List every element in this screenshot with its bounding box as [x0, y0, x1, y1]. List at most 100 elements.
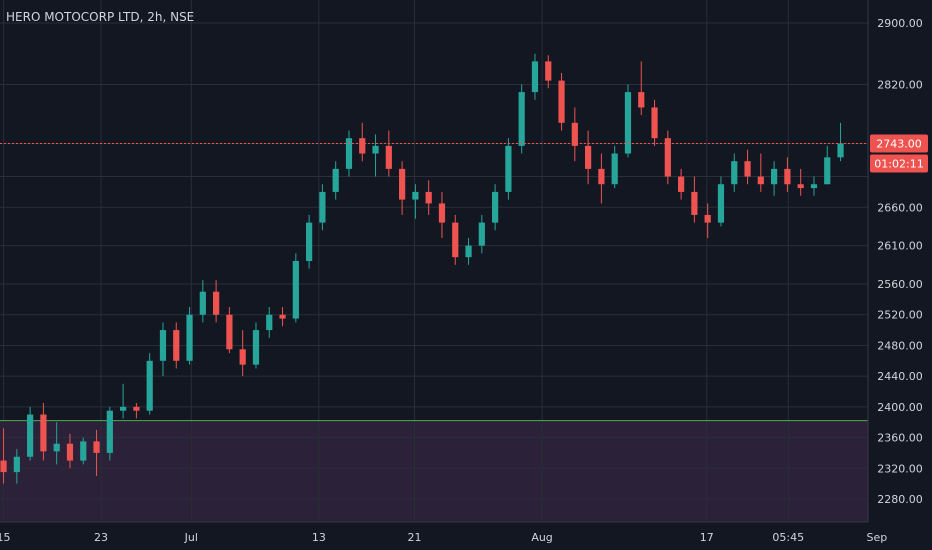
candle[interactable] — [704, 203, 711, 238]
candle-body — [372, 145, 379, 154]
candle[interactable] — [518, 84, 525, 154]
candle[interactable] — [611, 145, 618, 189]
candle[interactable] — [292, 253, 299, 323]
candle-body — [199, 291, 206, 315]
candle[interactable] — [624, 84, 632, 158]
candle[interactable] — [332, 161, 339, 200]
candle[interactable] — [731, 153, 738, 192]
candles[interactable] — [0, 53, 844, 484]
candle[interactable] — [133, 403, 140, 419]
candle-body — [624, 92, 632, 154]
candle-body — [345, 138, 353, 169]
candle-body — [598, 168, 605, 185]
candle-body — [173, 330, 180, 361]
price-axis[interactable] — [868, 0, 932, 522]
candle[interactable] — [545, 55, 552, 89]
candle-body — [797, 184, 804, 189]
candle[interactable] — [239, 330, 246, 377]
candle[interactable] — [784, 157, 791, 192]
candle[interactable] — [93, 429, 100, 476]
candle[interactable] — [585, 130, 592, 185]
candle-body — [704, 214, 711, 223]
candle[interactable] — [252, 322, 260, 369]
candle[interactable] — [492, 184, 499, 231]
candle[interactable] — [452, 214, 459, 265]
candle[interactable] — [106, 406, 113, 461]
candle[interactable] — [465, 237, 472, 265]
candle[interactable] — [306, 214, 313, 269]
candle[interactable] — [744, 149, 751, 185]
candle[interactable] — [66, 433, 74, 469]
candle[interactable] — [359, 122, 366, 162]
candle[interactable] — [146, 353, 153, 415]
candle[interactable] — [372, 134, 379, 177]
candle-body — [266, 314, 273, 331]
candle-body — [757, 176, 764, 185]
candle[interactable] — [598, 153, 605, 204]
candle-body — [226, 314, 233, 350]
candle[interactable] — [531, 53, 539, 100]
candle[interactable] — [797, 168, 804, 196]
candle-body — [438, 203, 446, 223]
candle[interactable] — [810, 176, 818, 196]
candle[interactable] — [40, 403, 47, 461]
candle[interactable] — [438, 191, 446, 238]
candle[interactable] — [412, 184, 419, 219]
candle[interactable] — [478, 214, 485, 254]
candle[interactable] — [651, 99, 658, 146]
candle-body — [518, 92, 525, 146]
candle[interactable] — [664, 130, 671, 185]
candle[interactable] — [757, 153, 764, 192]
candle[interactable] — [120, 383, 127, 419]
candle-body — [664, 138, 671, 177]
candle[interactable] — [399, 161, 406, 215]
candle-body — [837, 143, 844, 158]
candle[interactable] — [771, 161, 778, 196]
candle-body — [80, 441, 87, 461]
candle[interactable] — [27, 406, 34, 461]
candle-body — [252, 330, 260, 365]
candle[interactable] — [319, 184, 326, 231]
candle[interactable] — [558, 72, 565, 131]
candle[interactable] — [425, 180, 432, 215]
candle-body — [359, 138, 366, 154]
price-tick-label: 2400.00 — [877, 401, 923, 414]
candle-body — [306, 222, 313, 261]
candle[interactable] — [678, 168, 685, 200]
candle-body — [651, 107, 658, 139]
candle[interactable] — [837, 122, 844, 162]
candle[interactable] — [0, 428, 7, 484]
candle[interactable] — [505, 138, 512, 200]
candle-body — [159, 330, 167, 361]
price-tick-label: 2560.00 — [877, 278, 923, 291]
candle[interactable] — [824, 145, 831, 185]
candle[interactable] — [691, 176, 698, 223]
candle[interactable] — [80, 437, 87, 465]
candle-body — [385, 145, 392, 169]
candle[interactable] — [173, 322, 180, 369]
candle[interactable] — [213, 280, 220, 323]
candle-body — [53, 443, 60, 452]
candle[interactable] — [638, 61, 645, 116]
time-axis[interactable] — [0, 522, 868, 550]
candle[interactable] — [226, 307, 233, 354]
candle[interactable] — [345, 130, 353, 177]
candle[interactable] — [186, 307, 193, 365]
candle[interactable] — [266, 307, 273, 338]
candle[interactable] — [571, 107, 578, 162]
candle[interactable] — [279, 307, 286, 327]
candle[interactable] — [159, 322, 167, 377]
chart-title: HERO MOTOCORP LTD, 2h, NSE — [6, 10, 194, 24]
candle[interactable] — [717, 176, 725, 227]
candle[interactable] — [199, 280, 206, 323]
candle-body — [571, 122, 578, 146]
candle[interactable] — [53, 422, 60, 465]
candle-body — [133, 406, 140, 411]
time-axis-labels: 15 23 Jul 13 21 Aug 17 05:45 Sep — [0, 531, 887, 544]
price-tick-label: 2280.00 — [877, 493, 923, 506]
candle[interactable] — [13, 449, 20, 484]
candle-body — [279, 314, 286, 319]
candle-body — [425, 191, 432, 204]
candle[interactable] — [385, 130, 392, 177]
